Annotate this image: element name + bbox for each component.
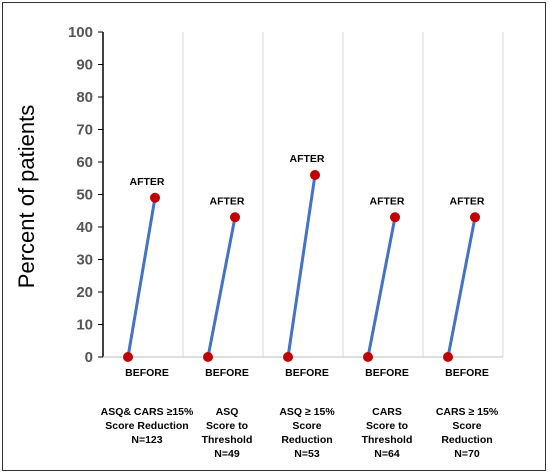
before-point [203, 352, 213, 362]
after-point [310, 170, 320, 180]
after-point [390, 212, 400, 223]
category-label: CARS [372, 406, 402, 418]
after-label: AFTER [130, 176, 165, 188]
series-line [366, 216, 397, 358]
category-label: Score [292, 420, 321, 432]
after-label: AFTER [290, 153, 325, 165]
before-label: BEFORE [365, 367, 409, 379]
y-tick-label: 50 [76, 187, 93, 204]
y-tick-label: 40 [76, 219, 93, 236]
category-label: Score Reduction [105, 420, 188, 432]
before-label: BEFORE [205, 367, 249, 379]
series-line [286, 174, 317, 358]
category-label: ASQ& CARS ≥15% [101, 406, 194, 418]
category-label: Threshold [202, 434, 253, 446]
after-label: AFTER [210, 195, 245, 207]
after-label: AFTER [370, 195, 405, 207]
category-label: Threshold [362, 434, 413, 446]
before-label: BEFORE [125, 367, 169, 379]
before-point [283, 352, 293, 362]
series-line [206, 216, 237, 358]
after-label: AFTER [450, 195, 485, 207]
series-line [126, 197, 157, 358]
category-label: N=49 [214, 448, 240, 460]
y-tick-label: 70 [76, 122, 93, 139]
before-point [123, 352, 133, 362]
before-label: BEFORE [445, 367, 489, 379]
y-tick-label: 0 [85, 349, 93, 366]
category-label: Score [452, 420, 481, 432]
category-label: N=123 [131, 434, 162, 446]
before-label: BEFORE [285, 367, 329, 379]
before-point [443, 352, 453, 362]
after-point [150, 192, 160, 203]
category-label: N=70 [454, 448, 480, 460]
after-point [470, 212, 480, 223]
category-label: ASQ [216, 406, 239, 418]
y-tick-label: 60 [76, 154, 93, 171]
chart-frame [2, 2, 546, 471]
category-label: N=64 [374, 448, 400, 460]
y-tick-label: 100 [68, 24, 93, 41]
category-label: N=53 [294, 448, 320, 460]
category-label: Score to [206, 420, 248, 432]
category-label: CARS ≥ 15% [436, 406, 499, 418]
category-label: Score to [366, 420, 408, 432]
after-point [230, 212, 240, 223]
category-label: ASQ ≥ 15% [279, 406, 335, 418]
y-tick-label: 30 [76, 252, 93, 269]
series-line [446, 216, 477, 358]
y-tick-label: 90 [76, 57, 93, 74]
category-label: Reduction [281, 434, 332, 446]
y-tick-label: 20 [76, 284, 93, 301]
category-label: Reduction [441, 434, 492, 446]
y-tick-label: 10 [76, 317, 93, 334]
y-axis-title: Percent of patients [14, 105, 39, 288]
y-tick-label: 80 [76, 89, 93, 106]
before-point [363, 352, 373, 362]
